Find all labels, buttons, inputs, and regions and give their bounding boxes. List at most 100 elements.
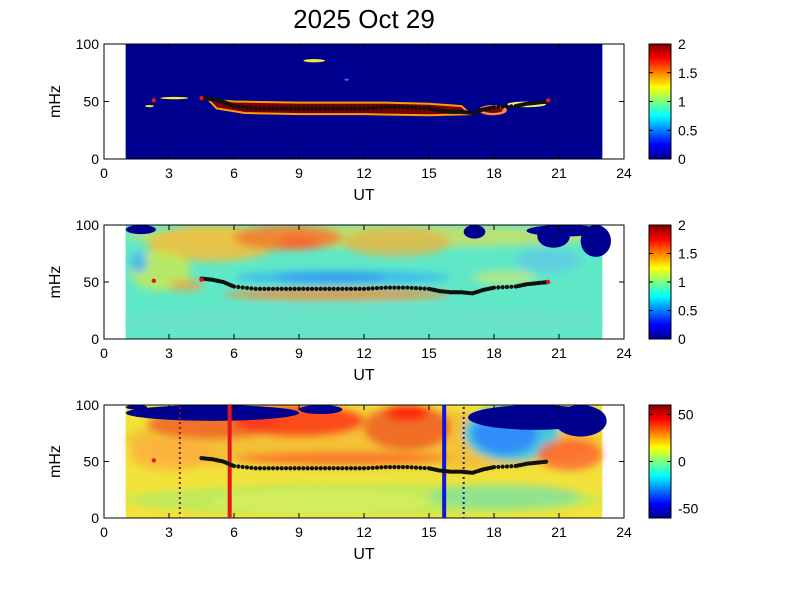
ridge-point bbox=[236, 284, 241, 290]
ridge-point bbox=[387, 285, 393, 290]
ridge-point bbox=[500, 104, 505, 109]
spectral-feature bbox=[303, 58, 325, 63]
ridge-point bbox=[309, 466, 315, 471]
ridge-point bbox=[392, 105, 397, 110]
ridge-point bbox=[292, 466, 297, 471]
ridge-point bbox=[327, 466, 332, 471]
ridge-point bbox=[327, 286, 332, 291]
heatmap-patch bbox=[342, 227, 451, 257]
ridge-point bbox=[409, 105, 414, 110]
x-tick-label: 15 bbox=[421, 524, 437, 540]
heatmap-patch bbox=[125, 304, 603, 337]
ridge-point bbox=[257, 466, 263, 471]
ridge-point bbox=[422, 465, 427, 471]
x-tick-label: 9 bbox=[295, 345, 303, 361]
ridge-point bbox=[279, 466, 284, 471]
heatmap-patch bbox=[130, 252, 148, 273]
colorbar-tick-label: 2 bbox=[678, 217, 686, 233]
ridge-point bbox=[409, 465, 414, 470]
ridge-point bbox=[318, 286, 323, 291]
ridge-point bbox=[266, 106, 271, 111]
x-tick-label: 0 bbox=[100, 524, 108, 540]
x-tick-label: 15 bbox=[421, 345, 437, 361]
ridge-point bbox=[361, 106, 367, 111]
x-tick-label: 12 bbox=[356, 165, 372, 181]
peak-marker bbox=[151, 278, 157, 284]
spectral-feature bbox=[145, 104, 154, 108]
heatmap-patch bbox=[554, 405, 607, 437]
ridge-point bbox=[387, 105, 393, 110]
colorbar-tick-label: 50 bbox=[678, 406, 694, 422]
ridge-point bbox=[335, 286, 341, 291]
colorbar-tick-label: 0.5 bbox=[678, 122, 698, 138]
ridge-point bbox=[236, 464, 241, 469]
ridge-point bbox=[344, 466, 349, 471]
peak-marker bbox=[199, 95, 204, 101]
ridge-point bbox=[244, 465, 250, 470]
ridge-point bbox=[322, 286, 328, 291]
chart-title: 2025 Oct 29 bbox=[293, 4, 435, 34]
heatmap-patch bbox=[125, 225, 156, 235]
ridge-point bbox=[491, 105, 497, 110]
colorbar-tick-label: 1 bbox=[678, 274, 686, 290]
heatmap-patch bbox=[537, 438, 603, 471]
ridge-point bbox=[348, 286, 354, 291]
ridge-point bbox=[353, 286, 358, 291]
y-axis-label: mHz bbox=[47, 85, 64, 118]
x-tick-label: 21 bbox=[551, 524, 567, 540]
ridge-point bbox=[422, 286, 427, 291]
ridge-point bbox=[279, 286, 284, 291]
ridge-point bbox=[504, 284, 510, 290]
colorbar-tick-label: 0 bbox=[678, 454, 686, 470]
ridge-point bbox=[383, 105, 388, 110]
ridge-point bbox=[366, 106, 371, 111]
ridge-point bbox=[344, 286, 349, 291]
x-tick-label: 24 bbox=[616, 345, 632, 361]
ridge-point bbox=[500, 464, 505, 469]
ridge-point bbox=[374, 286, 380, 291]
ridge-point bbox=[335, 466, 341, 471]
ridge-point bbox=[327, 106, 332, 111]
ridge-point bbox=[305, 466, 310, 471]
ridge-point bbox=[504, 104, 510, 109]
ridge-point bbox=[348, 466, 354, 471]
ridge-point bbox=[275, 286, 280, 291]
ridge-point bbox=[318, 466, 323, 471]
heatmap-patch bbox=[277, 272, 386, 282]
ridge-point bbox=[266, 286, 271, 291]
ridge-point bbox=[509, 284, 514, 289]
spectral-feature bbox=[344, 78, 349, 81]
ridge-point bbox=[418, 465, 423, 470]
ridge-point bbox=[301, 106, 306, 111]
ridge-point bbox=[335, 106, 341, 111]
ridge-point bbox=[275, 106, 280, 111]
colorbar-tick-label: 0 bbox=[678, 331, 686, 347]
ridge-point bbox=[283, 106, 289, 111]
ridge-point bbox=[361, 286, 367, 291]
ridge-point bbox=[279, 106, 284, 111]
ridge-point bbox=[253, 106, 258, 111]
ridge-point bbox=[283, 466, 289, 471]
ridge-point bbox=[240, 285, 245, 290]
heatmap-patch bbox=[299, 405, 343, 415]
x-tick-label: 3 bbox=[165, 345, 173, 361]
ridge-point bbox=[331, 106, 336, 111]
heatmap-patch bbox=[537, 225, 570, 248]
ridge-point bbox=[353, 106, 358, 111]
ridge-point bbox=[331, 466, 336, 471]
x-tick-label: 24 bbox=[616, 165, 632, 181]
x-tick-label: 12 bbox=[356, 524, 372, 540]
ridge-point bbox=[400, 105, 406, 110]
y-tick-label: 50 bbox=[83, 274, 99, 290]
ridge-point bbox=[396, 465, 401, 470]
ridge-point bbox=[331, 286, 336, 291]
y-tick-label: 0 bbox=[91, 510, 99, 526]
ridge-point bbox=[314, 286, 319, 291]
colorbar-tick-label: 2 bbox=[678, 36, 686, 52]
heatmap-3 bbox=[104, 405, 624, 518]
ridge-point bbox=[249, 105, 254, 111]
ridge-point bbox=[305, 286, 310, 291]
ridge-point bbox=[348, 106, 354, 111]
colorbar-tick-label: 1.5 bbox=[678, 65, 698, 81]
